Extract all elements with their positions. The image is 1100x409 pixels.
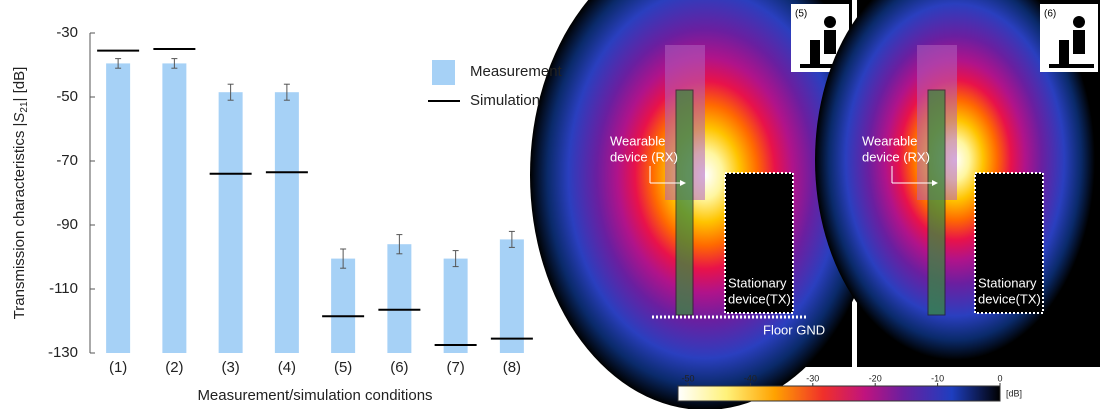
floor-label: Floor GND xyxy=(763,322,825,337)
y-axis-label: Transmission characteristics |S21| [dB] xyxy=(11,67,30,320)
x-tick-label: (5) xyxy=(334,359,352,376)
panel-label: (6) xyxy=(1044,9,1056,20)
colorbar-tick-label: -20 xyxy=(869,373,882,383)
colorbar-tick-label: 0 xyxy=(997,373,1002,383)
wearable-label: Wearable xyxy=(610,133,665,148)
x-tick-label: (7) xyxy=(446,359,464,376)
y-label-part: | [dB] xyxy=(11,67,28,102)
bar xyxy=(106,63,131,354)
heatmap-panel: (6) Wearable device (RX) Stationary devi… xyxy=(815,0,1100,367)
bar xyxy=(499,239,524,353)
stationary-label: device(TX) xyxy=(978,291,1041,306)
x-tick-label: (2) xyxy=(165,359,183,376)
x-tick-label: (6) xyxy=(390,359,408,376)
colorbar-label: [dB] xyxy=(1006,388,1022,398)
stationary-label: Stationary xyxy=(978,275,1037,290)
bar xyxy=(274,92,299,353)
y-tick-label: -110 xyxy=(49,280,78,297)
bar xyxy=(387,244,412,353)
bar xyxy=(331,258,356,353)
y-label-part: S xyxy=(11,113,28,123)
y-tick-label: -90 xyxy=(56,216,78,233)
y-tick-label: -50 xyxy=(56,88,78,105)
stationary-label: device(TX) xyxy=(728,291,791,306)
colorbar-tick-label: -30 xyxy=(806,373,819,383)
colorbar-tick-label: -50 xyxy=(681,373,694,383)
colorbar-tick-label: -40 xyxy=(744,373,757,383)
x-tick-label: (1) xyxy=(109,359,127,376)
wearable-label: device (RX) xyxy=(610,149,678,164)
legend-swatch xyxy=(432,60,455,85)
x-tick-label: (3) xyxy=(221,359,239,376)
colorbar-tick-label: -10 xyxy=(931,373,944,383)
heatmap-panel: (5) Wearable device (RX) Stationary devi… xyxy=(530,0,880,409)
x-axis-label: Measurement/simulation conditions xyxy=(197,387,432,404)
legend-label: Simulation xyxy=(470,92,540,109)
wearable-label: Wearable xyxy=(862,133,917,148)
y-tick-label: -30 xyxy=(56,24,78,41)
y-tick-label: -70 xyxy=(56,152,78,169)
colorbar xyxy=(677,385,1001,402)
legend-label: Measurement xyxy=(470,63,563,80)
y-label-part: Transmission characteristics | xyxy=(11,123,28,320)
bar xyxy=(218,92,243,353)
x-tick-label: (4) xyxy=(278,359,296,376)
panel-label: (5) xyxy=(795,9,807,20)
stationary-label: Stationary xyxy=(728,275,787,290)
bar xyxy=(443,258,468,353)
y-label-part: 21 xyxy=(19,101,30,113)
wearable-label: device (RX) xyxy=(862,149,930,164)
x-tick-label: (8) xyxy=(503,359,521,376)
y-tick-label: -130 xyxy=(48,344,78,361)
bar xyxy=(162,63,187,354)
